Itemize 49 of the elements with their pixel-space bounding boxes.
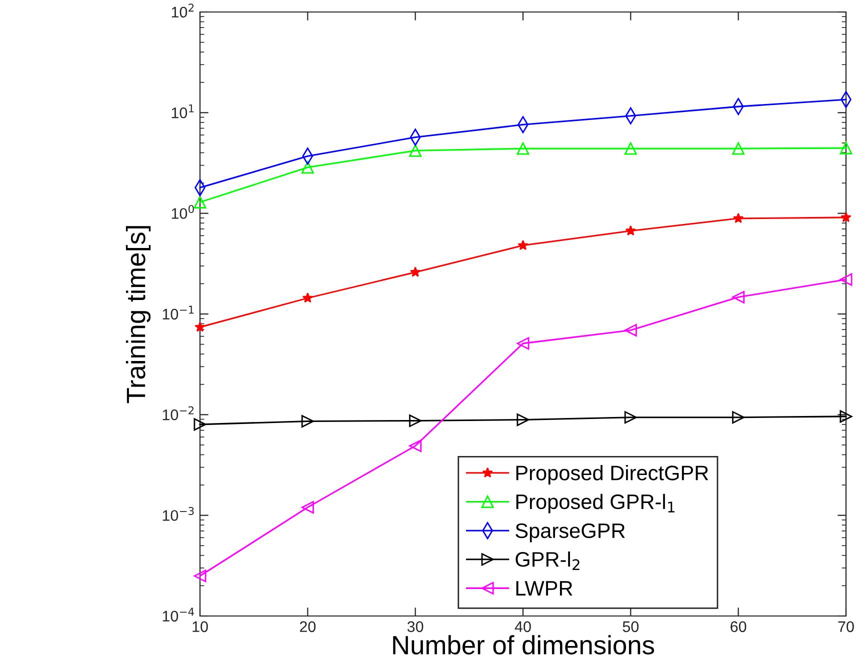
- x-axis-title: Number of dimensions: [393, 635, 654, 654]
- point: [301, 501, 314, 514]
- point: [518, 240, 528, 250]
- point: [840, 273, 852, 286]
- point: [733, 212, 744, 224]
- x-tick-label: 10: [192, 621, 208, 632]
- legend-label: Proposed DirectGPR: [516, 465, 708, 484]
- point: [624, 411, 637, 424]
- point: [732, 290, 745, 304]
- y-tick-label: 10$^{0}$: [172, 204, 194, 219]
- point: [302, 292, 313, 303]
- point: [410, 266, 421, 277]
- legend-label: GPR-l$_{2}$: [516, 551, 580, 570]
- point: [194, 418, 206, 431]
- point: [194, 322, 206, 332]
- x-tick-label: 60: [730, 621, 746, 632]
- point: [301, 415, 314, 428]
- point: [732, 411, 745, 424]
- y-tick-label: 10$^{−4}$: [162, 608, 194, 622]
- legend-label: Proposed GPR-l$_{1}$: [516, 494, 674, 514]
- x-tick-label: 20: [300, 621, 316, 632]
- point: [840, 212, 852, 222]
- point: [840, 142, 852, 154]
- point: [516, 337, 530, 350]
- y-tick-label: 10$^{2}$: [172, 4, 194, 18]
- point: [625, 225, 636, 236]
- point: [409, 414, 422, 428]
- y-tick-label: 10$^{−2}$: [162, 406, 194, 420]
- point: [516, 414, 530, 426]
- x-tick-label: 30: [407, 621, 424, 632]
- point: [301, 161, 314, 174]
- x-tick-label: 40: [514, 621, 531, 632]
- point: [624, 324, 637, 336]
- y-tick-label: 10$^{−3}$: [162, 506, 194, 521]
- x-tick-label: 50: [622, 621, 639, 632]
- point: [516, 142, 530, 155]
- point: [409, 144, 422, 157]
- legend-label: LWPR: [516, 581, 572, 596]
- legend-label: SparseGPR: [516, 523, 625, 542]
- point: [194, 570, 206, 582]
- point: [194, 196, 206, 208]
- point: [624, 142, 637, 155]
- point: [732, 142, 745, 155]
- point: [840, 410, 852, 423]
- x-tick-label: 70: [838, 621, 854, 632]
- y-tick-label: 10$^{−1}$: [162, 306, 194, 320]
- y-axis-title: Training time[s]: [126, 226, 151, 404]
- y-tick-label: 10$^{1}$: [172, 104, 194, 118]
- point: [409, 440, 422, 452]
